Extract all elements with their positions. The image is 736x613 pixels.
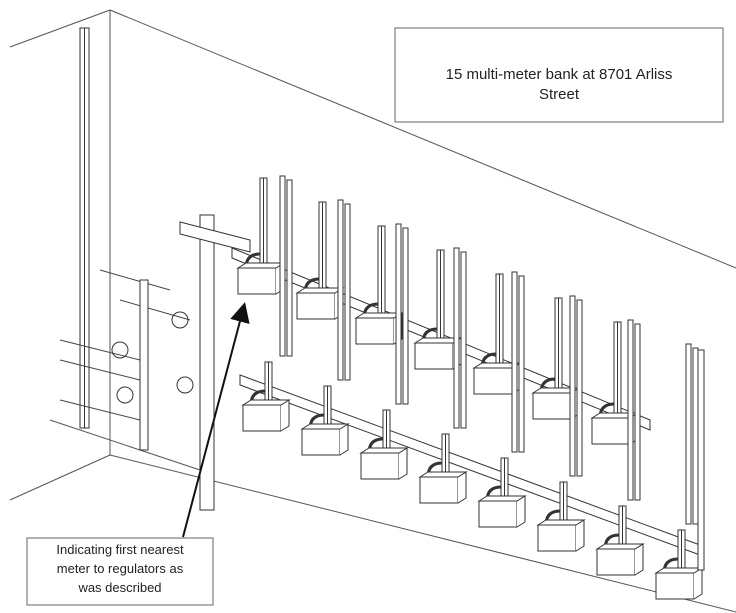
regulator: [177, 377, 193, 393]
meter: [415, 343, 453, 369]
wall-edge: [10, 455, 110, 500]
vent-pipe: [287, 180, 292, 356]
vent-pipe: [461, 252, 466, 428]
header-pipe: [180, 222, 250, 252]
vent-pipe: [396, 224, 401, 404]
vent-pipe: [570, 296, 575, 476]
regulator-riser: [140, 280, 148, 450]
meter: [238, 268, 276, 294]
callout-line: was described: [77, 580, 161, 595]
vent-pipe: [338, 200, 343, 380]
callout-line: meter to regulators as: [57, 561, 184, 576]
meter: [592, 418, 630, 444]
diagram: 15 multi-meter bank at 8701 Arliss Stree…: [0, 0, 736, 613]
regulator: [117, 387, 133, 403]
meter: [474, 368, 512, 394]
meter: [656, 573, 694, 599]
meter: [420, 477, 458, 503]
vent-pipe: [698, 350, 704, 570]
callout-line: Indicating first nearest: [56, 542, 184, 557]
vent-pipe: [577, 300, 582, 476]
vent-pipe: [635, 324, 640, 500]
meter: [533, 393, 571, 419]
vent-pipe: [345, 204, 350, 380]
floor-edge: [50, 420, 200, 470]
vent-pipe: [628, 320, 633, 500]
vent-pipe: [280, 176, 285, 356]
regulator: [172, 312, 188, 328]
meter: [302, 429, 340, 455]
meter: [479, 501, 517, 527]
regulator: [112, 342, 128, 358]
vent-pipe: [519, 276, 524, 452]
meter-bank: [238, 176, 704, 599]
meter: [356, 318, 394, 344]
vent-pipe: [403, 228, 408, 404]
vent-pipe: [693, 348, 698, 524]
meter: [297, 293, 335, 319]
wall-edge: [10, 10, 110, 47]
title-line: 15 multi-meter bank at 8701 Arliss: [446, 66, 673, 83]
meter: [538, 525, 576, 551]
meter: [597, 549, 635, 575]
meter: [243, 405, 281, 431]
title-line: Street: [539, 86, 580, 103]
vent-pipe: [512, 272, 517, 452]
vent-pipe: [454, 248, 459, 428]
page: 15 multi-meter bank at 8701 Arliss Stree…: [0, 0, 736, 613]
vent-pipe: [686, 344, 691, 524]
meter: [361, 453, 399, 479]
